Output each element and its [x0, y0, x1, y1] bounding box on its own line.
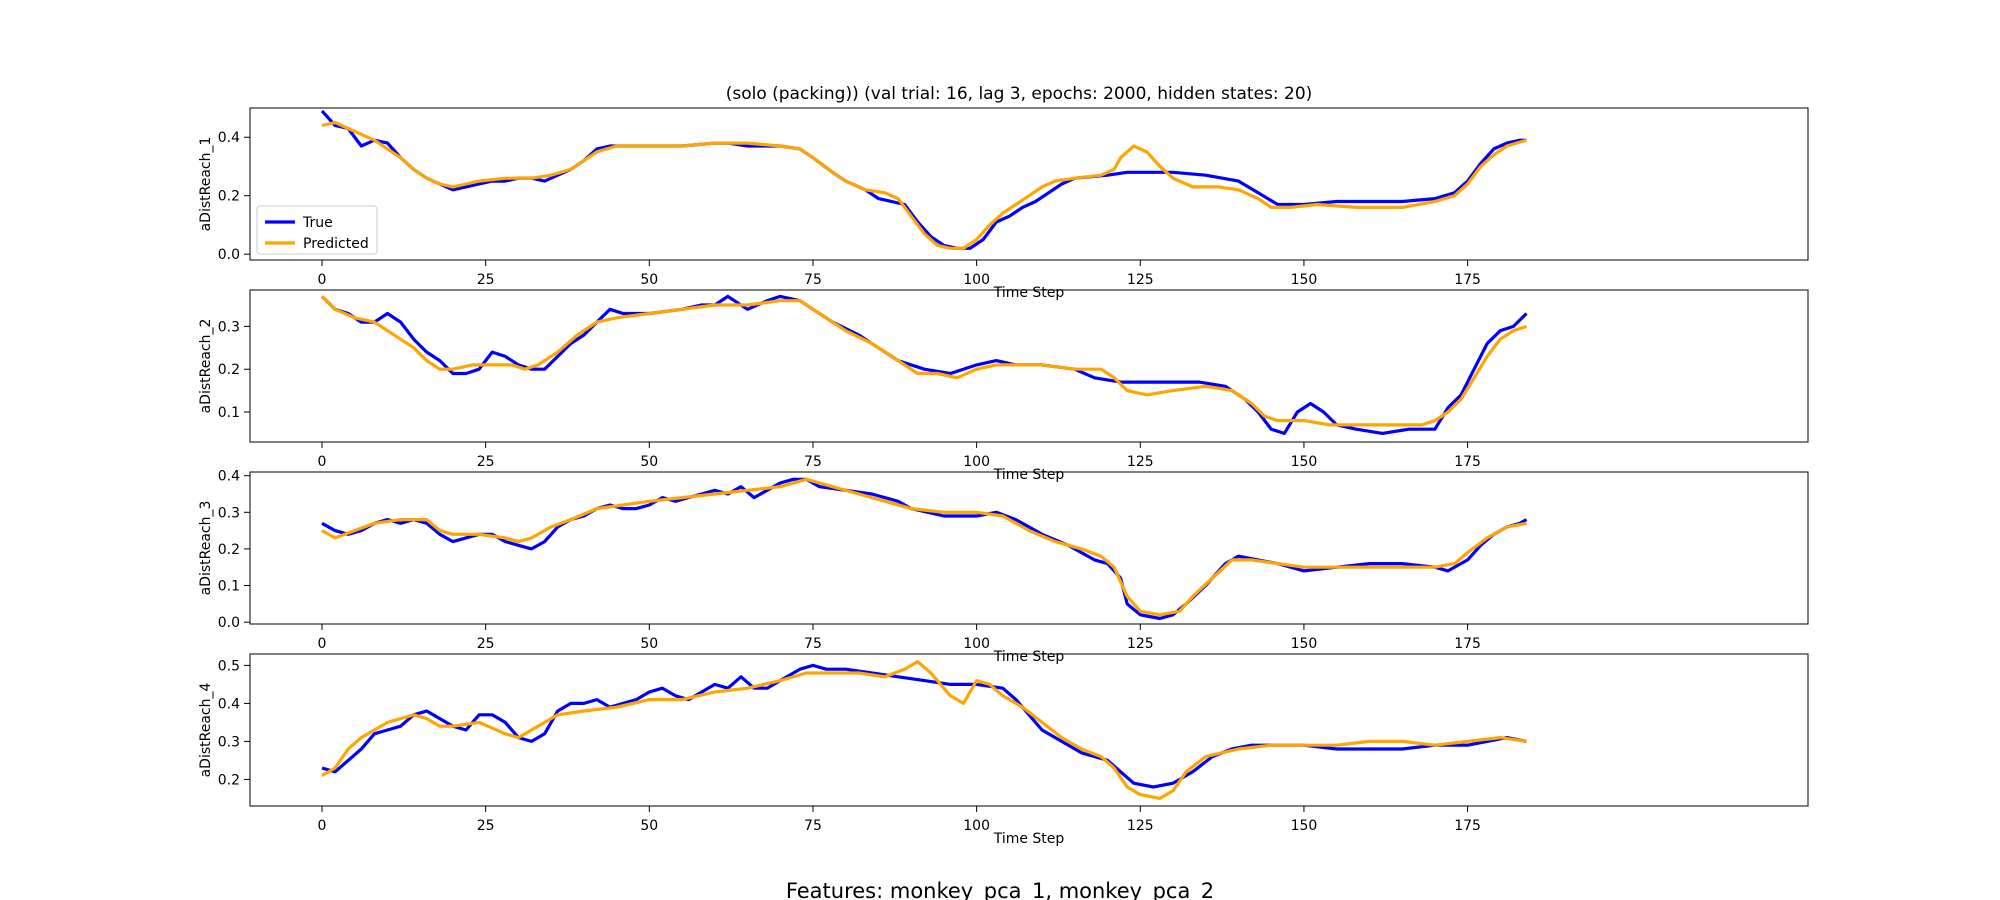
y-tick-label: 0.2 — [218, 189, 240, 205]
figure-caption: Features: monkey_pca_1, monkey_pca_2 — [786, 879, 1214, 900]
x-axis-label: Time Step — [993, 285, 1065, 301]
x-tick-label: 25 — [477, 636, 495, 652]
chart-title: (solo (packing)) (val trial: 16, lag 3, … — [726, 84, 1313, 104]
subplot-2: 0 25 50 75 100 125 150 175 0.1 0.2 0.3 Time Step aDi… — [198, 289, 1809, 483]
axes-frame — [249, 653, 1809, 807]
x-tick-label: 125 — [1127, 636, 1154, 652]
x-tick-label: 25 — [477, 818, 495, 834]
y-tick-label: 0.0 — [218, 247, 240, 263]
y-axis-label: aDistReach_3 — [198, 501, 214, 596]
series-line-true — [321, 477, 1528, 621]
x-tick-label: 25 — [477, 272, 495, 288]
y-tick-label: 0.4 — [218, 130, 240, 146]
x-tick-label: 125 — [1127, 818, 1154, 834]
x-tick-label: 0 — [318, 454, 327, 470]
subplot-4: 0 25 50 75 100 125 150 175 0.2 0.3 0.4 0.5 Time Step… — [198, 653, 1809, 847]
x-tick-label: 0 — [318, 818, 327, 834]
x-tick-label: 100 — [963, 272, 990, 288]
x-tick-label: 75 — [804, 272, 822, 288]
x-tick-label: 0 — [318, 272, 327, 288]
x-tick-label: 100 — [963, 818, 990, 834]
x-axis-label: Time Step — [993, 467, 1065, 483]
y-tick-label: 0.2 — [218, 772, 240, 788]
x-tick-label: 150 — [1291, 818, 1318, 834]
x-tick-label: 100 — [963, 636, 990, 652]
series-line-predicted — [321, 121, 1527, 250]
x-tick-label: 50 — [640, 454, 658, 470]
x-tick-label: 125 — [1127, 272, 1154, 288]
x-tick-label: 175 — [1454, 272, 1481, 288]
subplot-3: 0 25 50 75 100 125 150 175 0.0 0.1 0.2 0.3 0.4 Time S… — [198, 469, 1809, 665]
x-tick-label: 175 — [1454, 818, 1481, 834]
y-tick-label: 0.1 — [218, 405, 240, 421]
legend: True Predicted — [256, 205, 378, 255]
legend-label: Predicted — [303, 236, 369, 252]
series-line-predicted — [321, 477, 1527, 617]
axes-frame — [249, 471, 1809, 625]
y-tick-label: 0.0 — [218, 615, 240, 631]
x-tick-label: 75 — [804, 818, 822, 834]
series-line-predicted — [321, 660, 1527, 800]
y-tick-label: 0.2 — [218, 362, 240, 378]
series-line-true — [321, 663, 1527, 789]
x-tick-label: 125 — [1127, 454, 1154, 470]
subplot-1: 0 25 50 75 100 125 150 175 0.0 0.2 0.4 Time Step aDi… — [198, 107, 1809, 301]
x-axis-label: Time Step — [993, 831, 1065, 847]
x-tick-label: 150 — [1291, 454, 1318, 470]
y-tick-label: 0.4 — [218, 469, 240, 485]
y-tick-label: 0.1 — [218, 579, 240, 595]
series-line-true — [320, 294, 1528, 435]
x-tick-label: 50 — [640, 636, 658, 652]
series-line-predicted — [320, 295, 1527, 427]
x-tick-label: 75 — [804, 454, 822, 470]
y-tick-label: 0.3 — [218, 734, 240, 750]
axes-frame — [249, 107, 1809, 261]
x-tick-label: 175 — [1454, 636, 1481, 652]
y-axis-label: aDistReach_2 — [198, 319, 214, 414]
x-tick-label: 150 — [1291, 636, 1318, 652]
y-tick-label: 0.4 — [218, 696, 240, 712]
x-tick-label: 0 — [318, 636, 327, 652]
series-line-true — [320, 109, 1527, 250]
x-tick-label: 175 — [1454, 454, 1481, 470]
x-tick-label: 75 — [804, 636, 822, 652]
x-tick-label: 25 — [477, 454, 495, 470]
y-tick-label: 0.3 — [218, 319, 240, 335]
x-tick-label: 50 — [640, 272, 658, 288]
axes-frame — [249, 289, 1809, 443]
x-tick-label: 150 — [1291, 272, 1318, 288]
x-tick-label: 50 — [640, 818, 658, 834]
x-axis-label: Time Step — [993, 649, 1065, 665]
x-tick-label: 100 — [963, 454, 990, 470]
y-tick-label: 0.3 — [218, 505, 240, 521]
y-axis-label: aDistReach_1 — [198, 137, 214, 232]
y-tick-label: 0.5 — [218, 658, 240, 674]
legend-label: True — [302, 215, 333, 231]
y-tick-label: 0.2 — [218, 542, 240, 558]
subplot-panels: 0 25 50 75 100 125 150 175 0.0 0.2 0.4 Time Step aDi… — [198, 107, 1809, 847]
y-axis-label: aDistReach_4 — [198, 683, 214, 778]
